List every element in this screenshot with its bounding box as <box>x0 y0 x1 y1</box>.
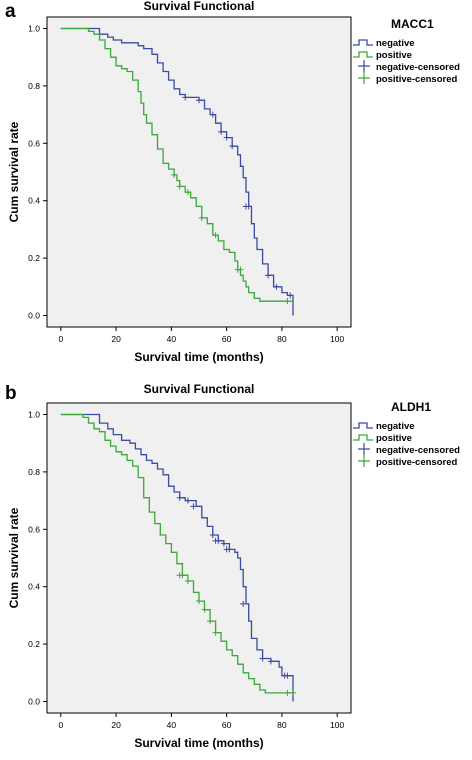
censored-mark-negative <box>259 655 266 662</box>
censored-mark-negative <box>245 203 252 210</box>
x-tick-label: 40 <box>167 334 177 344</box>
censored-mark-negative <box>240 600 247 607</box>
censored-mark-positive <box>212 232 219 239</box>
censored-mark-positive <box>184 577 191 584</box>
y-tick-label: 0.6 <box>28 138 40 148</box>
censored-mark-negative <box>209 111 216 118</box>
legend-entry-negative-censored: negative-censored <box>376 445 460 456</box>
x-tick-label: 100 <box>330 334 344 344</box>
legend-entry-negative: negative <box>376 38 415 49</box>
censored-mark-negative <box>182 94 189 101</box>
y-tick-label: 0.8 <box>28 467 40 477</box>
censored-mark-negative <box>215 537 222 544</box>
y-tick-label: 1.0 <box>28 23 40 33</box>
censored-mark-negative <box>226 546 233 553</box>
censored-mark-positive <box>198 214 205 221</box>
x-tick-label: 60 <box>222 334 232 344</box>
x-tick-label: 80 <box>277 720 287 730</box>
censored-mark-negative <box>287 292 294 299</box>
chart-panel-b: b Survival Functional 0.0 0.2 0.4 0.6 0.8 1.0 0 2… <box>5 382 460 750</box>
plot-area <box>46 402 352 714</box>
legend-entry-negative-censored: negative-censored <box>376 62 460 73</box>
x-tick-label: 80 <box>277 334 287 344</box>
y-tick-label: 0.4 <box>28 582 40 592</box>
censored-mark-positive <box>176 183 183 190</box>
panel-letter: b <box>5 383 17 404</box>
legend-title: ALDH1 <box>391 400 431 414</box>
censored-mark-negative <box>196 97 202 104</box>
x-tick-label: 100 <box>330 720 344 730</box>
y-tick-label: 0.0 <box>28 697 40 707</box>
censored-mark-negative <box>284 672 291 679</box>
x-axis-label: Survival time (months) <box>134 736 263 750</box>
censored-mark-positive <box>196 598 202 605</box>
x-tick-label: 20 <box>111 720 121 730</box>
chart-panel-a: a Survival Functional 0.0 0.2 0.4 0.6 0.8 1.0 0 2… <box>5 0 460 364</box>
x-tick-label: 60 <box>222 720 232 730</box>
y-tick-label: 0.0 <box>28 311 40 321</box>
censored-mark-positive <box>289 689 296 696</box>
y-axis-label: Cum survival rate <box>7 507 21 608</box>
plot-area <box>46 16 352 328</box>
legend-symbol-negative <box>353 422 373 429</box>
censored-mark-negative <box>273 283 280 290</box>
y-tick-label: 0.6 <box>28 524 40 534</box>
legend-symbol-positive-censored <box>358 72 370 84</box>
y-tick-label: 1.0 <box>28 409 40 419</box>
censored-mark-positive <box>179 572 186 579</box>
censored-mark-positive <box>237 266 244 273</box>
y-tick-label: 0.4 <box>28 196 40 206</box>
censored-mark-positive <box>184 189 191 196</box>
censored-mark-negative <box>267 658 274 665</box>
legend-entry-positive: positive <box>376 433 412 444</box>
x-tick-label: 40 <box>167 720 177 730</box>
censored-mark-negative <box>229 143 236 150</box>
chart-title: Survival Functional <box>144 382 255 396</box>
y-tick-label: 0.2 <box>28 253 40 263</box>
series-line-positive <box>60 413 293 694</box>
legend-entry-positive-censored: positive-censored <box>376 457 457 468</box>
censored-mark-positive <box>284 298 291 305</box>
censored-mark-positive <box>212 629 219 636</box>
censored-mark-positive <box>207 618 214 625</box>
legend-title: MACC1 <box>391 17 434 31</box>
censored-mark-negative <box>218 128 225 135</box>
x-tick-label: 0 <box>58 720 63 730</box>
panel-letter: a <box>5 1 16 22</box>
series-line-negative <box>60 413 294 702</box>
y-axis-label: Cum survival rate <box>7 121 21 222</box>
censored-mark-positive <box>201 606 208 613</box>
censored-mark-negative <box>190 503 197 510</box>
legend-symbol-negative-censored <box>358 443 370 455</box>
y-tick-label: 0.8 <box>28 81 40 91</box>
y-tick-label: 0.2 <box>28 639 40 649</box>
censored-mark-negative <box>265 272 272 279</box>
censored-mark-negative <box>176 494 183 501</box>
censored-mark-positive <box>171 171 178 178</box>
legend-entry-positive: positive <box>376 50 412 61</box>
legend-symbol-positive-censored <box>358 455 370 467</box>
legend-symbol-negative <box>353 39 373 46</box>
censored-mark-negative <box>184 497 191 504</box>
legend-entry-negative: negative <box>376 421 415 432</box>
x-tick-label: 0 <box>58 334 63 344</box>
series-line-positive <box>60 27 293 302</box>
x-axis-label: Survival time (months) <box>134 350 263 364</box>
legend-symbol-positive <box>353 51 373 58</box>
censored-mark-negative <box>223 134 230 141</box>
censored-mark-positive <box>284 689 291 696</box>
x-tick-label: 20 <box>111 334 121 344</box>
legend-symbol-negative-censored <box>358 60 370 72</box>
legend-symbol-positive <box>353 434 373 441</box>
legend-entry-positive-censored: positive-censored <box>376 74 457 85</box>
chart-title: Survival Functional <box>144 0 255 13</box>
censored-mark-negative <box>209 532 216 539</box>
censored-mark-negative <box>220 540 227 547</box>
